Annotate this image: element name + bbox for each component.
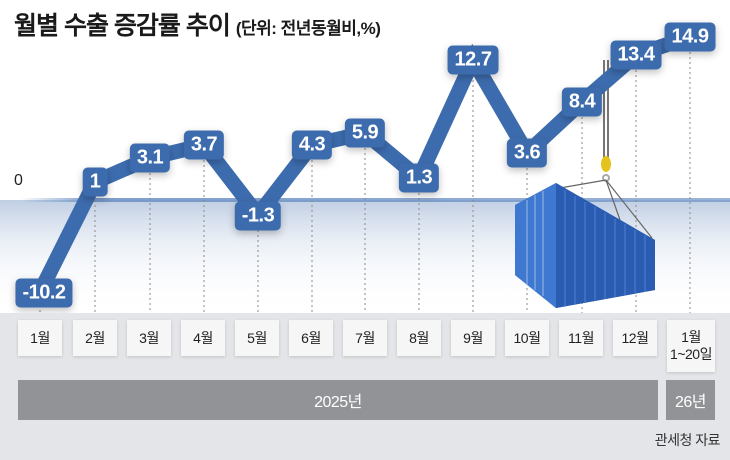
year-bar-2026: 26년 <box>666 380 715 420</box>
month-label-sub: 1~20일 <box>670 346 712 362</box>
chart-title: 월별 수출 증감률 추이 (단위: 전년동월비,%) <box>14 6 381 42</box>
value-label: 4.3 <box>291 130 333 160</box>
value-label: 8.4 <box>561 87 603 117</box>
unit-text: (단위: 전년동월비,%) <box>235 19 381 38</box>
year-bar-2025: 2025년 <box>18 380 658 420</box>
value-label: -1.3 <box>234 201 282 231</box>
month-label: 5월 <box>235 320 279 356</box>
month-label: 3월 <box>127 320 171 356</box>
value-label: 3.7 <box>183 130 225 160</box>
zero-line <box>20 198 730 202</box>
value-label: -10.2 <box>15 278 73 308</box>
title-text: 월별 수출 증감률 추이 <box>14 12 231 40</box>
month-label-text: 1월 <box>681 329 701 345</box>
month-label: 7월 <box>343 320 387 356</box>
month-label: 11월 <box>559 320 603 356</box>
value-label: 1 <box>82 167 108 197</box>
month-label: 8월 <box>397 320 441 356</box>
value-label: 5.9 <box>344 118 386 148</box>
month-label: 1월 <box>18 320 62 356</box>
value-label: 3.1 <box>129 143 171 173</box>
month-label: 2월 <box>73 320 117 356</box>
month-label: 10월 <box>505 320 549 356</box>
value-label: 3.6 <box>506 138 548 168</box>
month-label: 12월 <box>613 320 657 356</box>
month-label: 9월 <box>451 320 495 356</box>
value-label: 14.9 <box>664 22 716 52</box>
month-label: 4월 <box>181 320 225 356</box>
value-label: 13.4 <box>610 40 662 70</box>
month-label-last: 1월 1~20일 <box>667 320 715 372</box>
value-label: 1.3 <box>398 163 440 193</box>
value-label: 12.7 <box>447 45 499 75</box>
month-label: 6월 <box>289 320 333 356</box>
source-note: 관세청 자료 <box>654 432 721 448</box>
container-illustration <box>515 60 655 308</box>
zero-axis-label: 0 <box>14 172 23 189</box>
